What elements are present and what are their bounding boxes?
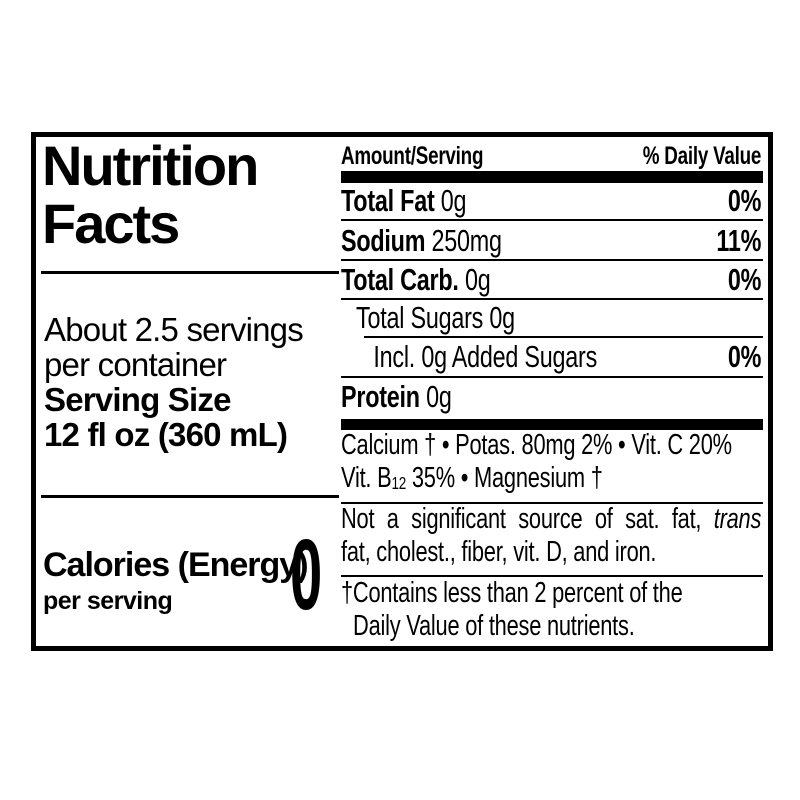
disclaimer-line2: fat, cholest., fiber, vit. D, and iron. <box>341 535 657 568</box>
footnote-line2: Daily Value of these nutrients. <box>353 609 635 642</box>
vitamin-b12-subscript: 12 <box>391 472 407 493</box>
disclaimer-trans-italic: trans <box>713 503 762 535</box>
nutrient-name-amount: Incl. 0g Added Sugars <box>373 339 598 374</box>
calories-label: Calories (Energy) <box>43 546 309 584</box>
micronutrients: Calcium † • Potas. 80mg 2% • Vit. C 20% … <box>341 429 761 499</box>
footnote-line1: †Contains less than 2 percent of the <box>341 577 683 609</box>
panel-header: Amount/Serving % Daily Value <box>341 142 761 171</box>
label-title: Nutrition Facts <box>42 134 259 255</box>
nutrient-name: Total Carb. <box>341 262 459 297</box>
daily-value-percent: 0% <box>727 183 762 218</box>
label-title-line2: Facts <box>42 192 180 255</box>
nutrient-amount: 0g <box>426 379 452 414</box>
daily-value-header: % Daily Value <box>642 142 762 170</box>
daily-value-percent: 11% <box>716 223 762 258</box>
nutrient-name-amount: Protein 0g <box>341 380 452 414</box>
nutrition-facts-label: Nutrition Facts About 2.5 servings per c… <box>31 132 773 651</box>
row-divider <box>341 298 763 300</box>
section-divider <box>341 575 763 577</box>
label-title-line1: Nutrition <box>42 134 259 197</box>
servings-per-container-line2: per container <box>44 346 227 383</box>
nutrient-amount: 0g <box>440 183 467 218</box>
thick-divider <box>341 171 763 183</box>
nutrient-name-amount: Sodium 250mg <box>341 224 502 258</box>
nutrient-name: Sodium <box>341 223 426 258</box>
daily-value-percent: 0% <box>727 262 762 297</box>
micronutrients-line2-suffix: 35% • Magnesium † <box>406 461 603 494</box>
serving-size-label: Serving Size <box>44 381 231 418</box>
row-total-fat: Total Fat 0g 0% <box>341 184 761 218</box>
left-divider <box>41 271 339 274</box>
micronutrients-line2: Vit. B12 35% • Magnesium † <box>341 462 761 500</box>
nutrient-amount: 0g <box>464 262 491 297</box>
row-total-sugars: Total Sugars 0g <box>341 301 761 335</box>
row-sodium: Sodium 250mg 11% <box>341 224 761 258</box>
nutrient-name: Protein <box>341 379 420 414</box>
serving-info: About 2.5 servings per container Serving… <box>44 311 304 453</box>
micronutrients-line1: Calcium † • Potas. 80mg 2% • Vit. C 20% <box>341 429 732 461</box>
row-added-sugars: Incl. 0g Added Sugars 0% <box>341 340 761 374</box>
left-divider <box>41 495 339 498</box>
disclaimer: Not a significant source of sat. fat, tr… <box>341 503 761 568</box>
calories-value: 0 <box>290 519 323 631</box>
row-divider <box>341 259 763 261</box>
vitamin-b-prefix: Vit. B <box>341 461 392 494</box>
disclaimer-line1-text: Not a significant source of sat. fat, <box>341 503 702 535</box>
daily-value-percent: 0% <box>727 339 762 374</box>
nutrient-name: Total Fat <box>341 183 435 218</box>
servings-per-container-line1: About 2.5 servings <box>44 311 304 348</box>
footnote: †Contains less than 2 percent of the Dai… <box>341 577 761 642</box>
row-total-carb: Total Carb. 0g 0% <box>341 263 761 297</box>
nutrient-amount: 250mg <box>431 223 502 258</box>
thick-divider <box>341 419 763 430</box>
nutrient-name-amount: Total Fat 0g <box>341 183 467 218</box>
section-divider <box>341 502 763 504</box>
nutrient-name-amount: Total Sugars 0g <box>356 300 515 335</box>
serving-size-value: 12 fl oz (360 mL) <box>44 416 288 453</box>
disclaimer-line1: Not a significant source of sat. fat, tr… <box>341 503 761 536</box>
row-divider <box>341 219 763 221</box>
row-divider <box>364 336 763 338</box>
nutrient-name-amount: Total Carb. 0g <box>341 262 491 297</box>
calories-sublabel: per serving <box>43 587 173 615</box>
row-protein: Protein 0g <box>341 380 761 414</box>
amount-per-serving-header: Amount/Serving <box>341 142 484 170</box>
row-divider <box>341 376 763 378</box>
